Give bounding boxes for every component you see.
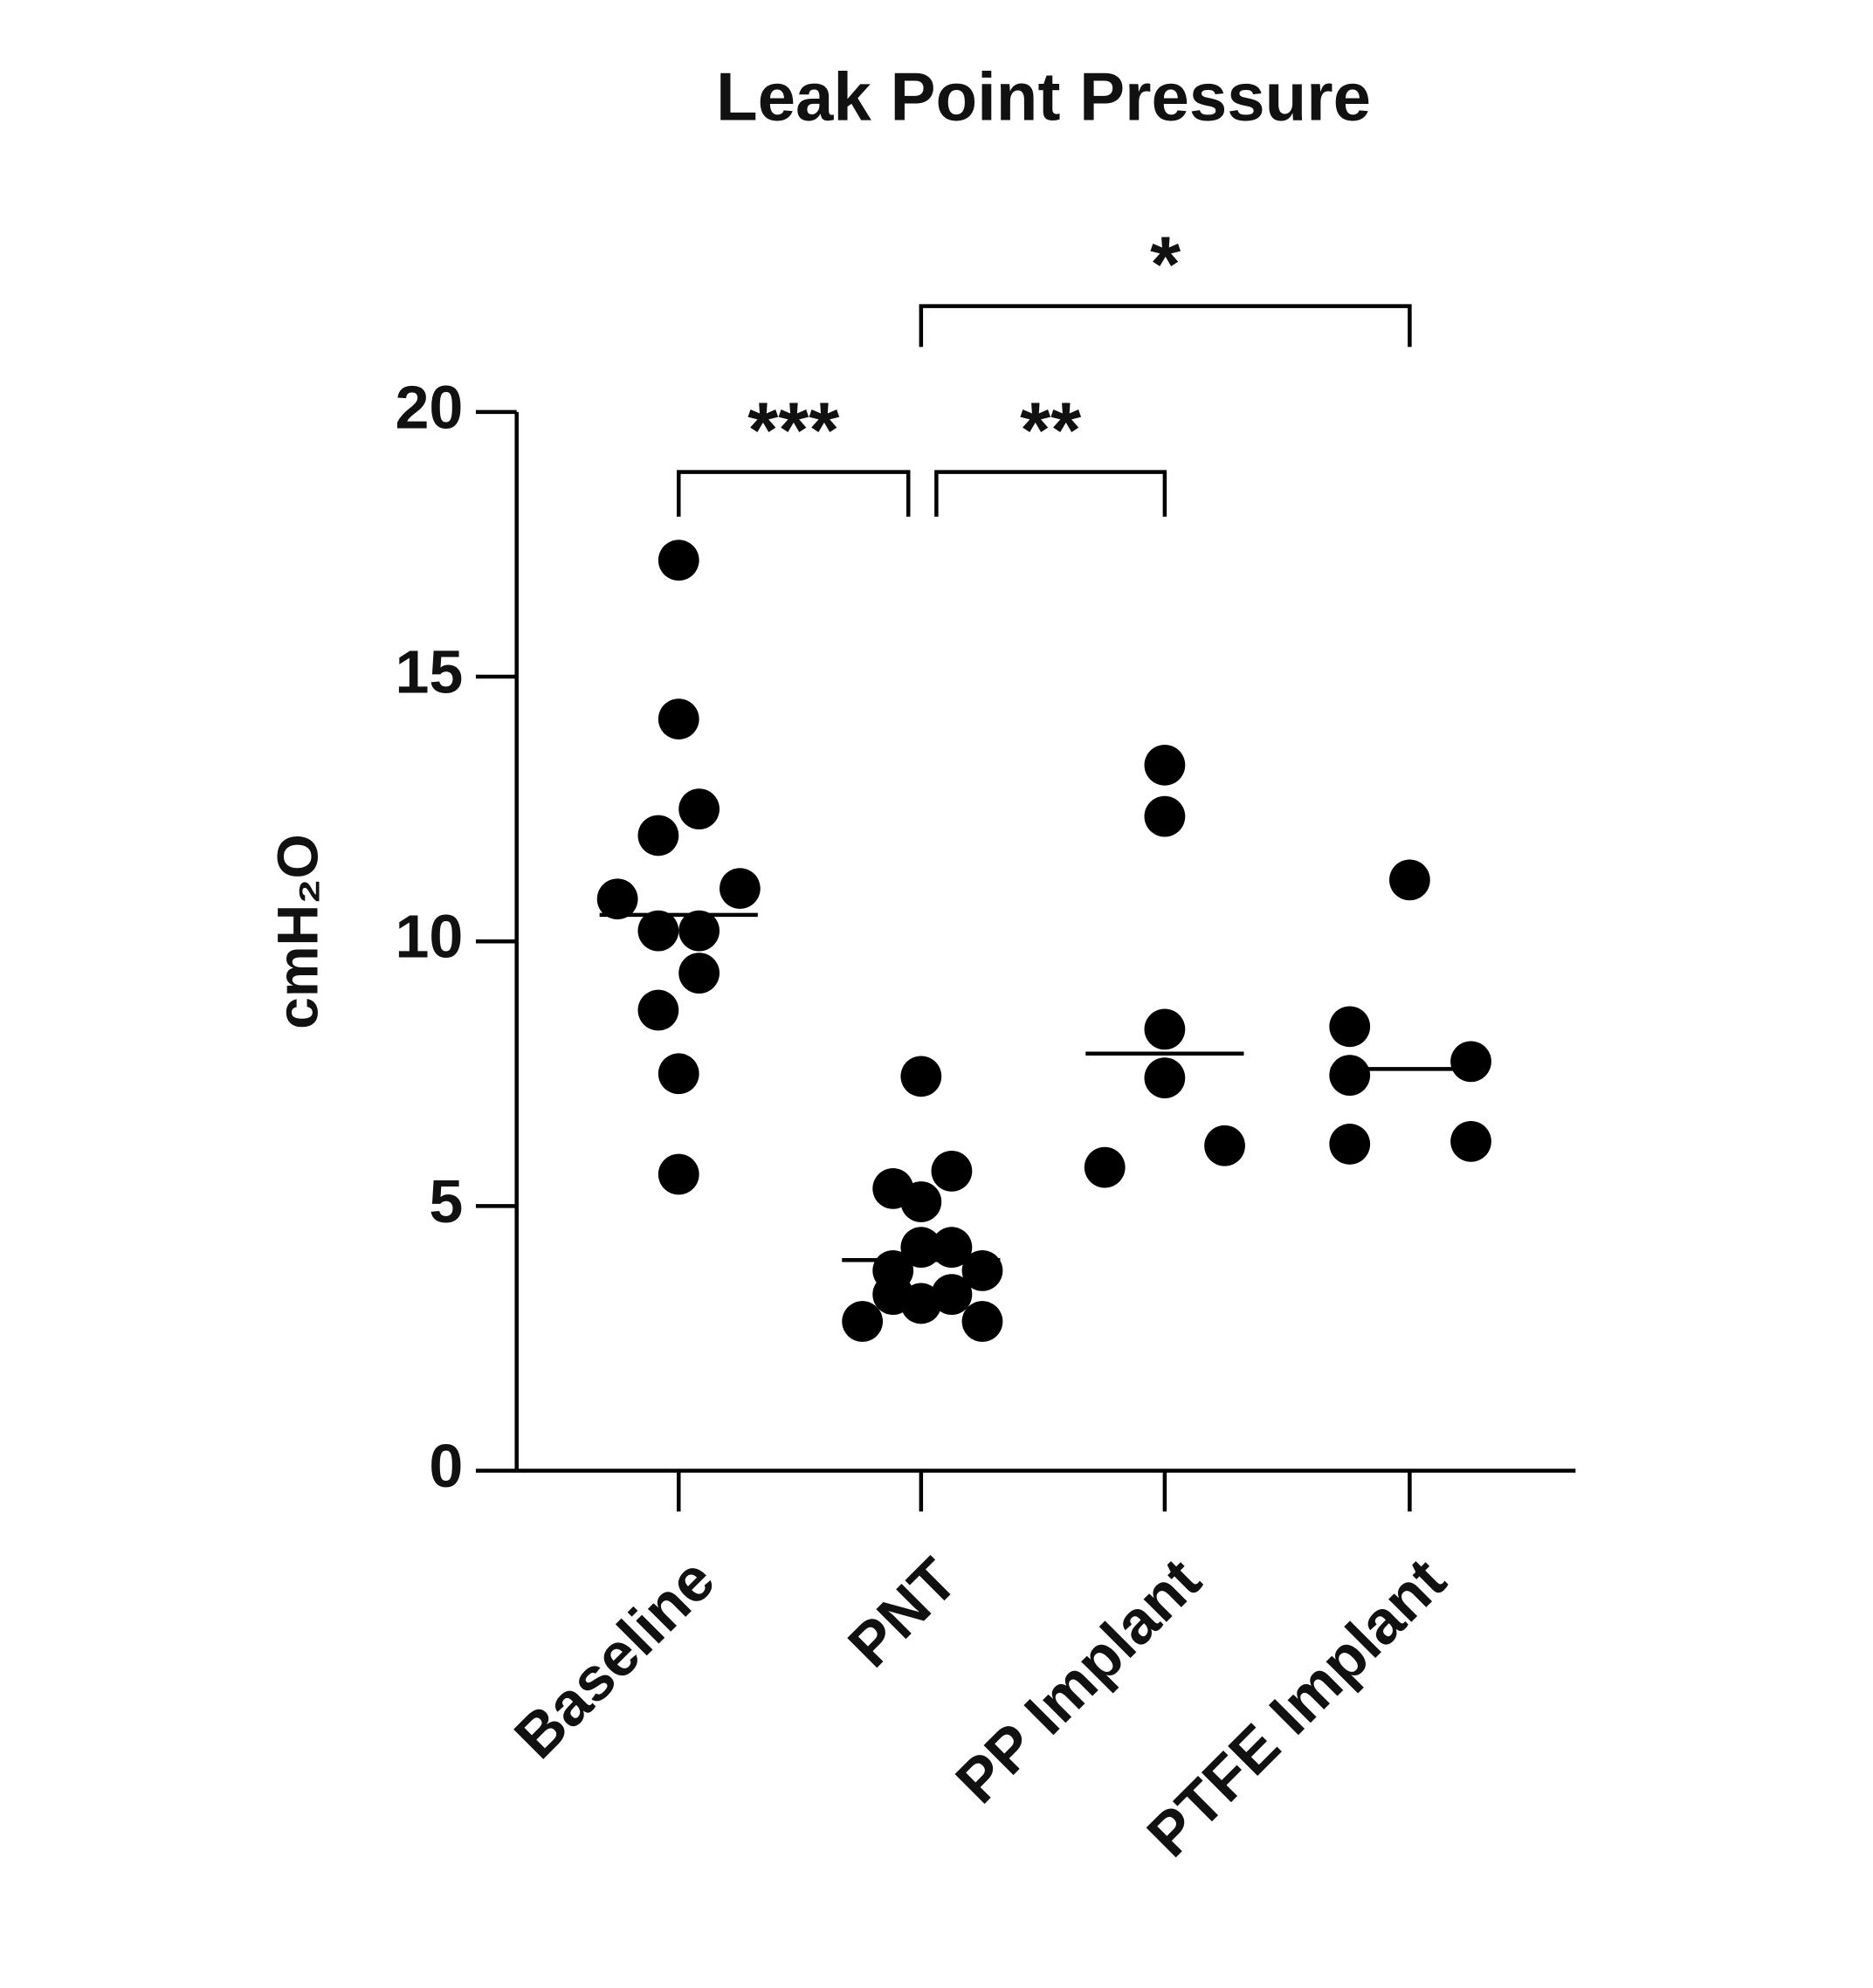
data-point (900, 1181, 942, 1222)
data-point (1450, 1121, 1491, 1162)
data-point (658, 698, 699, 739)
data-point (1204, 1125, 1245, 1166)
x-tick-label: PNT (836, 1545, 970, 1680)
data-point (1084, 1146, 1126, 1188)
y-tick-label: 0 (429, 1432, 463, 1500)
data-point (678, 910, 720, 952)
data-point (900, 1227, 942, 1269)
y-tick-label: 20 (395, 373, 463, 441)
significance-label: ** (1020, 387, 1081, 474)
data-point (678, 953, 720, 994)
data-point (931, 1150, 973, 1192)
data-point (1329, 1124, 1371, 1165)
data-point (637, 815, 679, 856)
data-point (658, 540, 699, 581)
data-point (1144, 795, 1186, 837)
data-point (596, 878, 638, 920)
data-point (1450, 1041, 1491, 1083)
data-point (1144, 1057, 1186, 1099)
data-point (1144, 744, 1186, 786)
x-tick-label: Baseline (501, 1545, 727, 1771)
chart-title: Leak Point Pressure (716, 58, 1371, 135)
y-tick-label: 15 (395, 638, 463, 706)
data-point (842, 1301, 884, 1342)
data-point (900, 1056, 942, 1097)
significance-label: * (1150, 222, 1181, 309)
y-tick-label: 5 (429, 1167, 463, 1235)
data-point (637, 989, 679, 1031)
significance-bracket (934, 470, 1167, 517)
data-point (931, 1274, 973, 1316)
data-point (658, 1153, 699, 1195)
data-point (961, 1301, 1003, 1342)
data-point (1144, 1008, 1186, 1050)
data-point (1389, 859, 1430, 901)
data-point (658, 1053, 699, 1095)
y-axis-label: cmH₂O (265, 834, 329, 1029)
data-point (678, 788, 720, 830)
significance-bracket (677, 470, 911, 517)
x-tick-label: PP Implant (943, 1545, 1214, 1816)
y-tick-label: 10 (395, 903, 463, 971)
significance-label: *** (747, 387, 839, 474)
significance-bracket (919, 304, 1412, 347)
data-point (720, 868, 761, 909)
data-point (637, 910, 679, 952)
data-point (900, 1283, 942, 1324)
data-point (931, 1227, 973, 1269)
data-point (1329, 1006, 1371, 1048)
data-point (1329, 1055, 1371, 1096)
